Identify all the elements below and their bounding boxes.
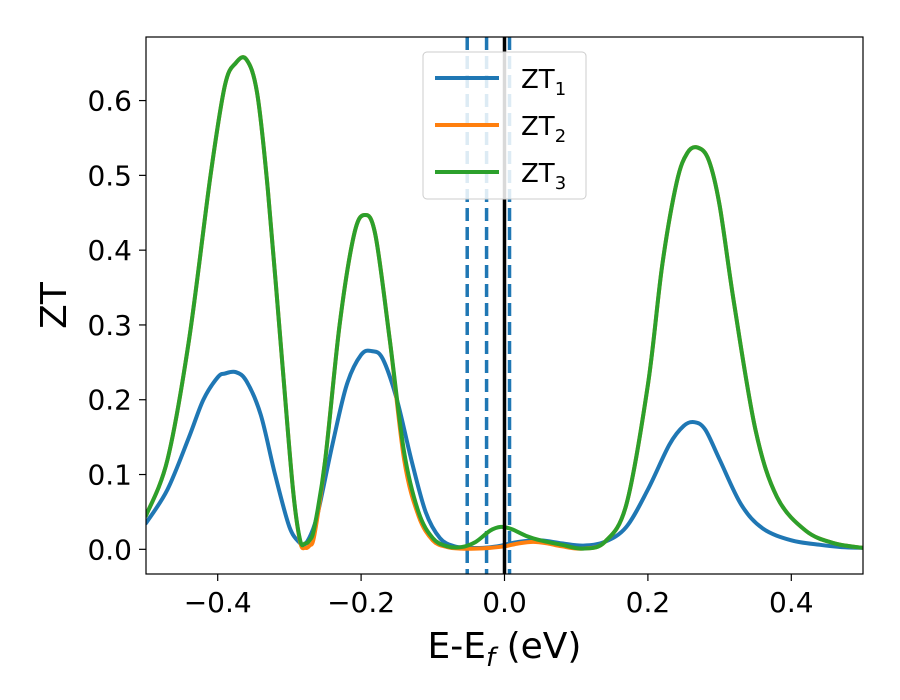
x-axis-ticks: −0.4 −0.2 0.0 0.2 0.4 (184, 574, 814, 619)
y-tick-label: 0.0 (87, 533, 132, 566)
y-tick-label: 0.4 (87, 234, 132, 267)
y-axis-label: ZT (34, 281, 75, 329)
y-tick-label: 0.6 (87, 85, 132, 118)
x-axis-label: E-Ef (eV) (428, 626, 582, 673)
x-tick-label: 0.0 (482, 586, 527, 619)
x-tick-label: 0.4 (769, 586, 814, 619)
x-tick-label: 0.2 (626, 586, 671, 619)
axes-frame (145, 36, 864, 575)
y-tick-label: 0.3 (87, 309, 132, 342)
x-tick-label: −0.2 (327, 586, 395, 619)
series-line-zt3 (146, 55, 863, 551)
x-tick-label: −0.4 (184, 586, 252, 619)
x-axis-label-unit: (eV) (495, 626, 581, 667)
y-tick-label: 0.1 (87, 459, 132, 492)
legend-box (422, 51, 587, 200)
legend-label-zt3: ZT3 (521, 159, 566, 194)
x-axis-label-main: E-E (428, 626, 486, 667)
legend-label-zt1: ZT1 (521, 65, 566, 100)
legend: ZT1 ZT2 ZT3 (422, 51, 587, 200)
legend-label-zt2: ZT2 (521, 112, 566, 147)
y-tick-label: 0.2 (87, 384, 132, 417)
series-line-zt1 (146, 348, 863, 551)
y-axis-ticks: 0.0 0.1 0.2 0.3 0.4 0.5 0.6 (87, 85, 146, 566)
y-tick-label: 0.5 (87, 159, 132, 192)
